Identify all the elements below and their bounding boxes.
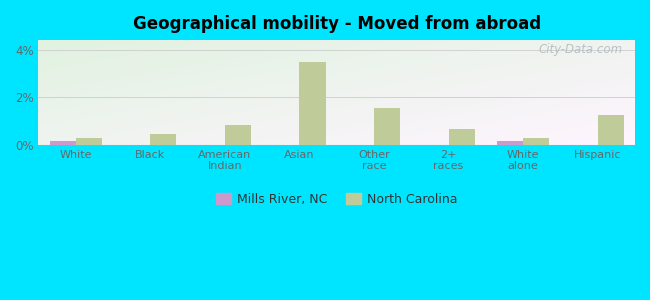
Title: Geographical mobility - Moved from abroad: Geographical mobility - Moved from abroa…: [133, 15, 541, 33]
Bar: [374, 108, 400, 145]
Bar: [598, 115, 624, 145]
Bar: [49, 141, 76, 145]
Bar: [497, 141, 523, 145]
Text: City-Data.com: City-Data.com: [539, 43, 623, 56]
Bar: [225, 125, 251, 145]
Bar: [300, 61, 326, 145]
Bar: [150, 134, 176, 145]
Bar: [523, 138, 549, 145]
Bar: [76, 138, 102, 145]
Legend: Mills River, NC, North Carolina: Mills River, NC, North Carolina: [211, 188, 463, 211]
Bar: [448, 129, 474, 145]
